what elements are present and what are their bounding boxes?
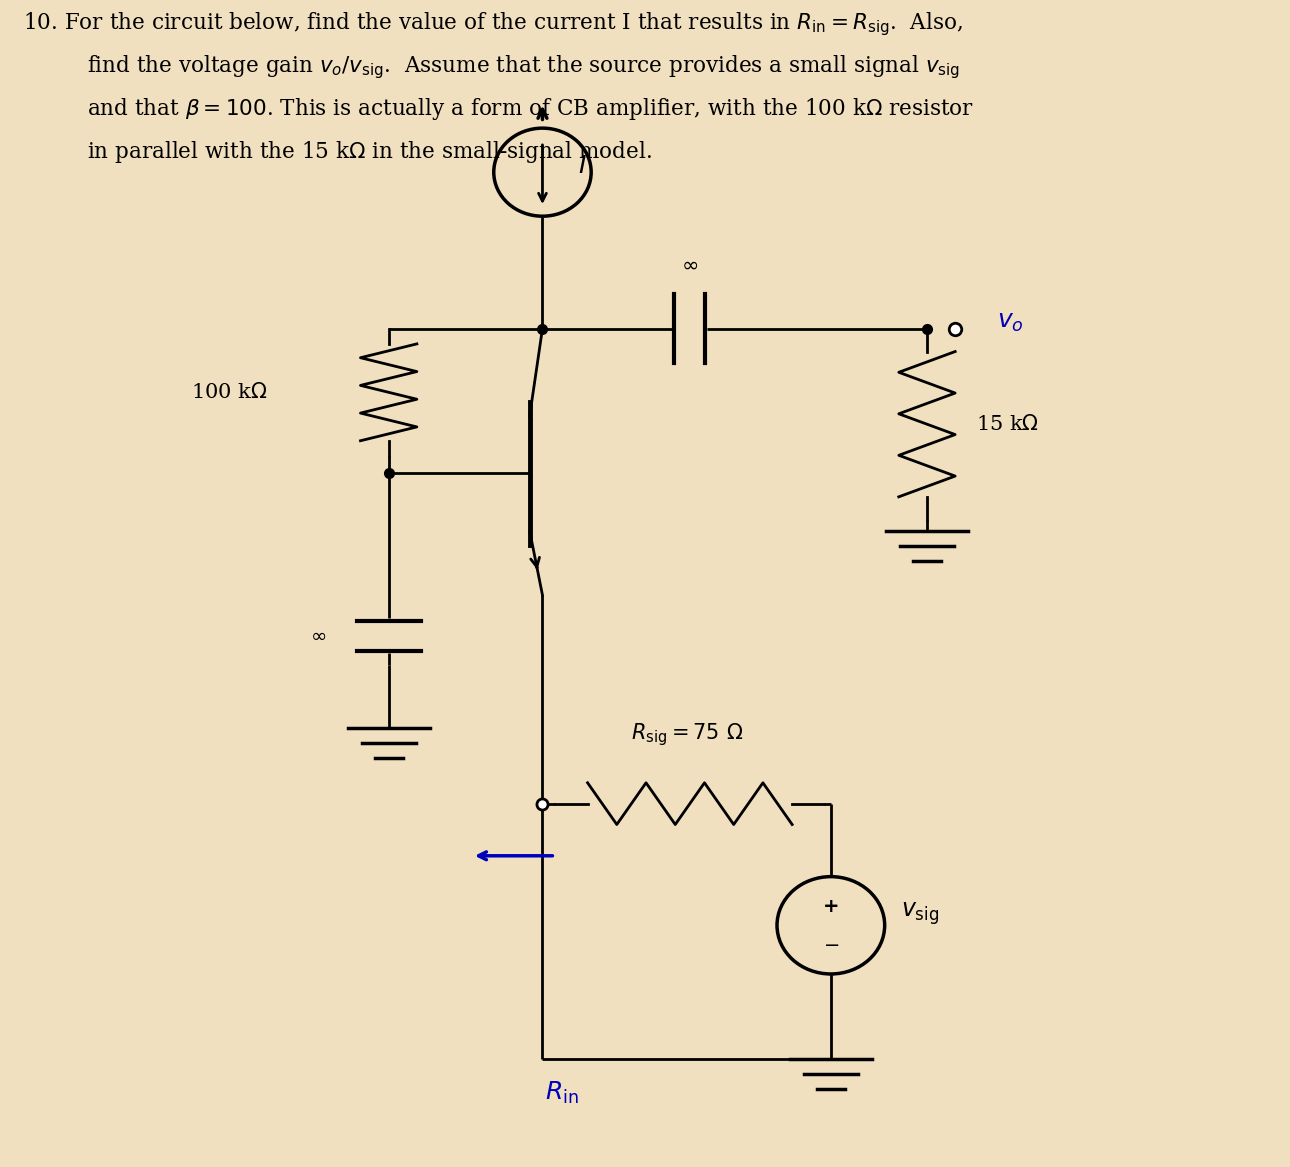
Text: $R_{\rm in}$: $R_{\rm in}$ <box>544 1079 579 1105</box>
Text: $\infty$: $\infty$ <box>310 627 326 645</box>
Text: 10. For the circuit below, find the value of the current I that results in $R_{\: 10. For the circuit below, find the valu… <box>23 11 964 37</box>
Text: 15 k$\Omega$: 15 k$\Omega$ <box>975 414 1038 434</box>
Text: $v_o$: $v_o$ <box>997 312 1024 334</box>
Text: and that $\beta = 100$. This is actually a form of CB amplifier, with the 100 k$: and that $\beta = 100$. This is actually… <box>88 96 974 121</box>
Text: +: + <box>823 897 838 916</box>
Text: $v_{\rm sig}$: $v_{\rm sig}$ <box>902 901 939 927</box>
Text: $R_{\rm sig} = 75\ \Omega$: $R_{\rm sig} = 75\ \Omega$ <box>631 721 743 748</box>
Text: $I$: $I$ <box>578 155 587 177</box>
Text: in parallel with the 15 k$\Omega$ in the small-signal model.: in parallel with the 15 k$\Omega$ in the… <box>88 139 653 165</box>
Text: $\infty$: $\infty$ <box>681 254 698 275</box>
Text: $-$: $-$ <box>823 935 838 953</box>
Text: find the voltage gain $v_o/v_{\rm sig}$.  Assume that the source provides a smal: find the voltage gain $v_o/v_{\rm sig}$.… <box>88 53 961 81</box>
Text: 100 k$\Omega$: 100 k$\Omega$ <box>191 383 267 403</box>
